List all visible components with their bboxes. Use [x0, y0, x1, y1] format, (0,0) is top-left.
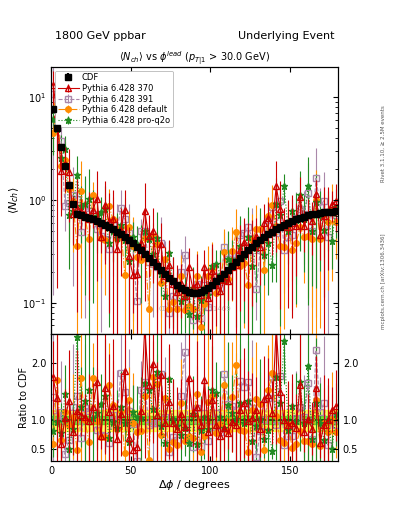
- Text: Underlying Event: Underlying Event: [237, 31, 334, 41]
- X-axis label: $\Delta\phi$ / degrees: $\Delta\phi$ / degrees: [158, 478, 231, 493]
- Legend: CDF, Pythia 6.428 370, Pythia 6.428 391, Pythia 6.428 default, Pythia 6.428 pro-: CDF, Pythia 6.428 370, Pythia 6.428 391,…: [55, 71, 173, 127]
- Text: Rivet 3.1.10, ≥ 2.5M events: Rivet 3.1.10, ≥ 2.5M events: [381, 105, 386, 182]
- Text: mcplots.cern.ch [arXiv:1306.3436]: mcplots.cern.ch [arXiv:1306.3436]: [381, 234, 386, 329]
- Bar: [51, 416, 338, 424]
- Title: $\langle N_{ch}\rangle$ vs $\phi^{lead}$ ($p_{T|1}$ > 30.0 GeV): $\langle N_{ch}\rangle$ vs $\phi^{lead}$…: [119, 49, 270, 67]
- Y-axis label: $\langle N_{ch}\rangle$: $\langle N_{ch}\rangle$: [7, 186, 21, 214]
- Y-axis label: Ratio to CDF: Ratio to CDF: [20, 367, 29, 428]
- Text: CDF:2001_S4751469: CDF:2001_S4751469: [158, 306, 231, 312]
- Text: 1800 GeV ppbar: 1800 GeV ppbar: [55, 31, 146, 41]
- Bar: [51, 410, 338, 431]
